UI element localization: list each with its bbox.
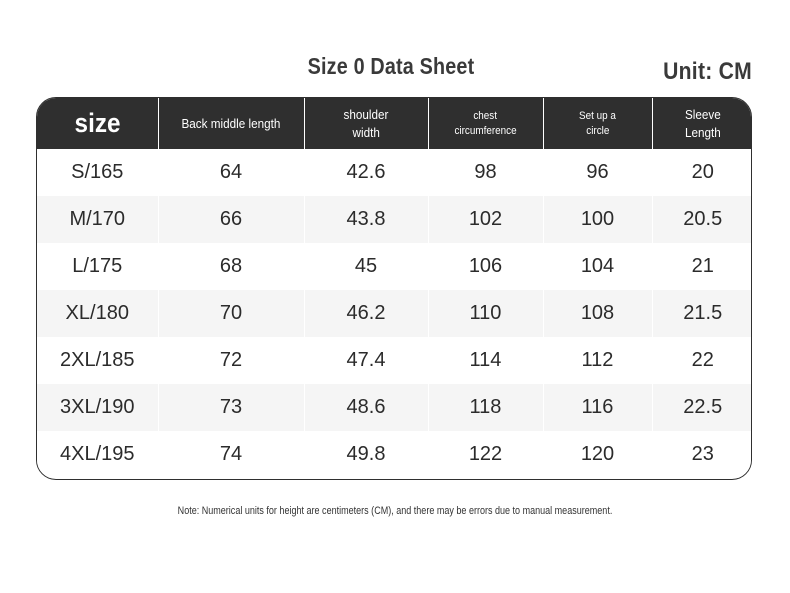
cell-setup-circle: 104 — [542, 243, 652, 290]
cell-back-middle-length: 68 — [157, 243, 304, 290]
page-title: Size 0 Data Sheet — [307, 53, 475, 79]
cell-sleeve-length: 23 — [651, 431, 751, 478]
header-setup-circle: Set up a circle — [542, 98, 652, 149]
header-back-middle-length: Back middle length — [157, 98, 304, 149]
table-row: S/165 64 42.6 98 96 20 — [37, 149, 751, 196]
cell-shoulder-width: 49.8 — [303, 431, 428, 478]
header-shoulder-width-line2: width — [352, 124, 380, 140]
header-size-label: size — [74, 108, 121, 139]
cell-size: XL/180 — [37, 290, 158, 337]
cell-chest-circumference: 102 — [427, 196, 543, 243]
header-sleeve-length: Sleeve Length — [651, 98, 751, 149]
cell-shoulder-width: 46.2 — [303, 290, 428, 337]
header-chest-circumference: chest circumference — [427, 98, 543, 149]
cell-size: 4XL/195 — [37, 431, 158, 478]
cell-setup-circle: 100 — [542, 196, 652, 243]
unit-label: Unit: CM — [663, 58, 752, 85]
cell-sleeve-length: 22 — [651, 337, 751, 384]
cell-shoulder-width: 48.6 — [303, 384, 428, 431]
header-chest-line1: chest — [473, 109, 498, 122]
cell-shoulder-width: 42.6 — [303, 149, 428, 196]
cell-back-middle-length: 72 — [157, 337, 304, 384]
cell-shoulder-width: 47.4 — [303, 337, 428, 384]
cell-chest-circumference: 118 — [427, 384, 543, 431]
cell-size: M/170 — [37, 196, 158, 243]
cell-chest-circumference: 98 — [427, 149, 543, 196]
size-table: size Back middle length shoulder width c… — [37, 98, 751, 478]
cell-shoulder-width: 45 — [303, 243, 428, 290]
cell-size: L/175 — [37, 243, 158, 290]
table-row: 2XL/185 72 47.4 114 112 22 — [37, 337, 751, 384]
table-header-row: size Back middle length shoulder width c… — [37, 98, 751, 149]
cell-size: 2XL/185 — [37, 337, 158, 384]
cell-sleeve-length: 21.5 — [651, 290, 751, 337]
cell-back-middle-length: 70 — [157, 290, 304, 337]
header-setup-line1: Set up a — [579, 109, 616, 122]
cell-chest-circumference: 110 — [427, 290, 543, 337]
measurement-note: Note: Numerical units for height are cen… — [177, 505, 613, 517]
size-table-card: size Back middle length shoulder width c… — [36, 97, 752, 480]
header-shoulder-width: shoulder width — [303, 98, 428, 149]
cell-chest-circumference: 114 — [427, 337, 543, 384]
header-setup-line2: circle — [585, 124, 610, 137]
header-sleeve-line2: Length — [684, 124, 721, 140]
table-row: 3XL/190 73 48.6 118 116 22.5 — [37, 384, 751, 431]
table-row: M/170 66 43.8 102 100 20.5 — [37, 196, 751, 243]
cell-back-middle-length: 64 — [157, 149, 304, 196]
cell-chest-circumference: 122 — [427, 431, 543, 478]
cell-chest-circumference: 106 — [427, 243, 543, 290]
cell-size: S/165 — [37, 149, 158, 196]
cell-sleeve-length: 21 — [651, 243, 751, 290]
table-row: 4XL/195 74 49.8 122 120 23 — [37, 431, 751, 478]
cell-setup-circle: 120 — [542, 431, 652, 478]
cell-setup-circle: 112 — [542, 337, 652, 384]
table-row: XL/180 70 46.2 110 108 21.5 — [37, 290, 751, 337]
cell-setup-circle: 96 — [542, 149, 652, 196]
cell-setup-circle: 116 — [542, 384, 652, 431]
header-chest-line2: circumference — [454, 124, 517, 137]
cell-sleeve-length: 22.5 — [651, 384, 751, 431]
cell-setup-circle: 108 — [542, 290, 652, 337]
cell-back-middle-length: 73 — [157, 384, 304, 431]
cell-size: 3XL/190 — [37, 384, 158, 431]
header-size: size — [37, 98, 158, 149]
cell-back-middle-length: 74 — [157, 431, 304, 478]
cell-shoulder-width: 43.8 — [303, 196, 428, 243]
header-sleeve-line1: Sleeve — [684, 106, 721, 122]
header-shoulder-width-line1: shoulder — [343, 106, 389, 122]
table-row: L/175 68 45 106 104 21 — [37, 243, 751, 290]
cell-sleeve-length: 20 — [651, 149, 751, 196]
cell-back-middle-length: 66 — [157, 196, 304, 243]
cell-sleeve-length: 20.5 — [651, 196, 751, 243]
header-back-middle-length-label: Back middle length — [181, 115, 281, 131]
